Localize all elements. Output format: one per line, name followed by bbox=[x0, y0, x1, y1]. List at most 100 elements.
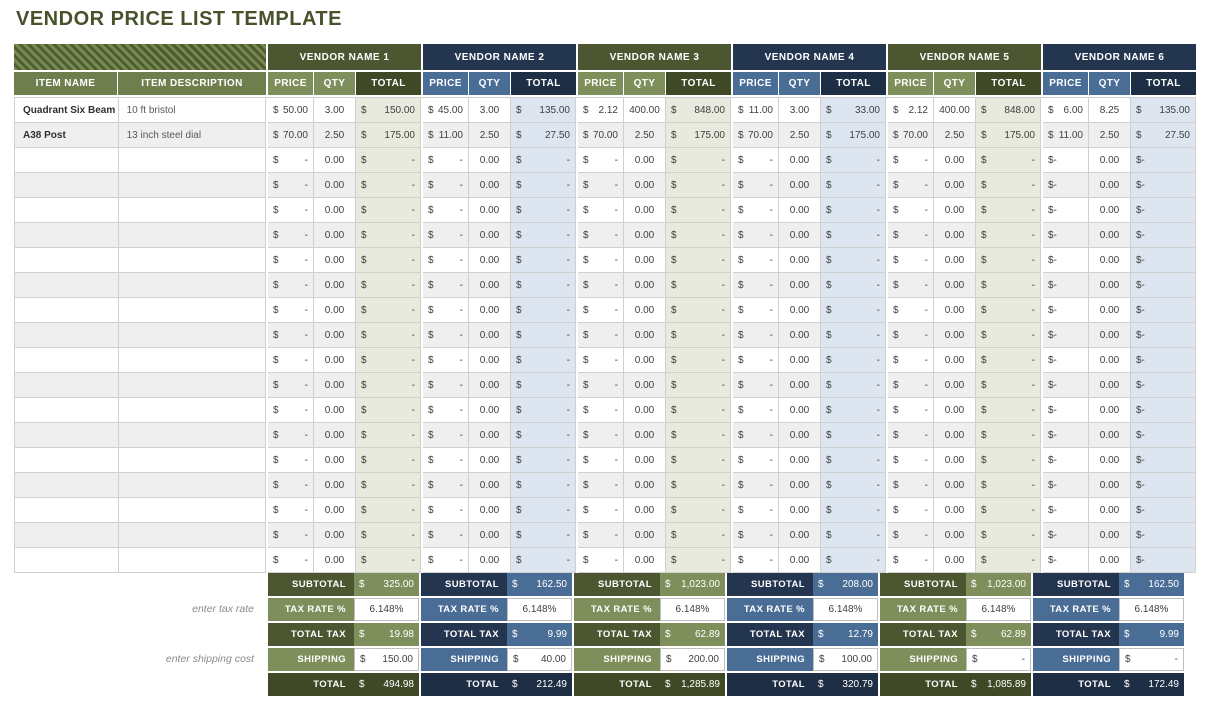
qty-cell[interactable]: 2.50 bbox=[469, 123, 511, 148]
item-description-cell[interactable]: 13 inch steel dial bbox=[118, 123, 266, 148]
total-cell[interactable]: $27.50 bbox=[1131, 123, 1196, 148]
qty-cell[interactable]: 2.50 bbox=[314, 123, 356, 148]
qty-cell[interactable]: 0.00 bbox=[779, 298, 821, 323]
price-cell[interactable]: $50.00 bbox=[268, 98, 314, 123]
item-description-cell[interactable] bbox=[118, 398, 266, 423]
tax-rate-value[interactable]: 6.148% bbox=[1119, 598, 1184, 621]
price-cell[interactable]: $- bbox=[268, 323, 314, 348]
price-cell[interactable]: $- bbox=[423, 298, 469, 323]
price-cell[interactable]: $11.00 bbox=[423, 123, 469, 148]
total-cell[interactable]: $- bbox=[356, 398, 421, 423]
item-name-cell[interactable] bbox=[15, 323, 119, 348]
qty-cell[interactable]: 0.00 bbox=[624, 148, 666, 173]
qty-cell[interactable]: 0.00 bbox=[934, 498, 976, 523]
qty-cell[interactable]: 0.00 bbox=[469, 473, 511, 498]
price-cell[interactable]: $- bbox=[268, 373, 314, 398]
total-cell[interactable]: $- bbox=[511, 398, 576, 423]
qty-cell[interactable]: 0.00 bbox=[934, 448, 976, 473]
price-cell[interactable]: $- bbox=[888, 248, 934, 273]
qty-cell[interactable]: 0.00 bbox=[1089, 523, 1131, 548]
qty-cell[interactable]: 0.00 bbox=[469, 298, 511, 323]
price-cell[interactable]: $- bbox=[423, 273, 469, 298]
price-cell[interactable]: $- bbox=[1043, 198, 1089, 223]
total-cell[interactable]: $- bbox=[1131, 198, 1196, 223]
total-cell[interactable]: $- bbox=[1131, 548, 1196, 573]
total-cell[interactable]: $- bbox=[976, 323, 1041, 348]
price-cell[interactable]: $- bbox=[1043, 298, 1089, 323]
qty-cell[interactable]: 0.00 bbox=[1089, 448, 1131, 473]
subtotal-value[interactable]: $162.50 bbox=[1119, 573, 1184, 596]
total-cell[interactable]: $- bbox=[666, 223, 731, 248]
subtotal-value[interactable]: $325.00 bbox=[354, 573, 419, 596]
price-cell[interactable]: $- bbox=[733, 273, 779, 298]
item-description-cell[interactable] bbox=[118, 473, 266, 498]
qty-cell[interactable]: 0.00 bbox=[1089, 423, 1131, 448]
price-cell[interactable]: $2.12 bbox=[578, 98, 624, 123]
qty-cell[interactable]: 0.00 bbox=[624, 498, 666, 523]
total-cell[interactable]: $- bbox=[666, 173, 731, 198]
price-cell[interactable]: $- bbox=[578, 398, 624, 423]
total-cell[interactable]: $135.00 bbox=[1131, 98, 1196, 123]
total-cell[interactable]: $- bbox=[1131, 323, 1196, 348]
price-cell[interactable]: $- bbox=[423, 323, 469, 348]
price-cell[interactable]: $45.00 bbox=[423, 98, 469, 123]
qty-cell[interactable]: 0.00 bbox=[624, 548, 666, 573]
qty-cell[interactable]: 0.00 bbox=[314, 348, 356, 373]
price-cell[interactable]: $- bbox=[733, 398, 779, 423]
price-cell[interactable]: $- bbox=[888, 173, 934, 198]
price-cell[interactable]: $- bbox=[1043, 498, 1089, 523]
price-cell[interactable]: $2.12 bbox=[888, 98, 934, 123]
total-cell[interactable]: $- bbox=[821, 448, 886, 473]
total-cell[interactable]: $- bbox=[356, 223, 421, 248]
total-cell[interactable]: $- bbox=[356, 348, 421, 373]
total-cell[interactable]: $- bbox=[356, 323, 421, 348]
price-cell[interactable]: $- bbox=[268, 273, 314, 298]
qty-cell[interactable]: 0.00 bbox=[624, 273, 666, 298]
qty-cell[interactable]: 400.00 bbox=[934, 98, 976, 123]
price-cell[interactable]: $- bbox=[423, 498, 469, 523]
total-cell[interactable]: $- bbox=[511, 548, 576, 573]
price-cell[interactable]: $- bbox=[423, 173, 469, 198]
price-cell[interactable]: $- bbox=[733, 298, 779, 323]
item-description-cell[interactable] bbox=[118, 273, 266, 298]
price-cell[interactable]: $70.00 bbox=[578, 123, 624, 148]
qty-cell[interactable]: 0.00 bbox=[624, 298, 666, 323]
price-cell[interactable]: $- bbox=[888, 473, 934, 498]
total-tax-value[interactable]: $9.99 bbox=[1119, 623, 1184, 646]
shipping-value[interactable]: $ - bbox=[966, 648, 1031, 671]
qty-cell[interactable]: 0.00 bbox=[314, 473, 356, 498]
total-cell[interactable]: $- bbox=[821, 523, 886, 548]
price-cell[interactable]: $- bbox=[578, 148, 624, 173]
price-cell[interactable]: $- bbox=[733, 173, 779, 198]
price-cell[interactable]: $- bbox=[578, 473, 624, 498]
total-cell[interactable]: $- bbox=[511, 298, 576, 323]
total-cell[interactable]: $- bbox=[666, 298, 731, 323]
price-cell[interactable]: $- bbox=[423, 448, 469, 473]
subtotal-value[interactable]: $1,023.00 bbox=[660, 573, 725, 596]
total-cell[interactable]: $- bbox=[511, 248, 576, 273]
total-cell[interactable]: $- bbox=[511, 423, 576, 448]
qty-cell[interactable]: 0.00 bbox=[469, 148, 511, 173]
price-cell[interactable]: $- bbox=[888, 523, 934, 548]
item-description-cell[interactable] bbox=[118, 373, 266, 398]
price-cell[interactable]: $- bbox=[1043, 423, 1089, 448]
total-tax-value[interactable]: $19.98 bbox=[354, 623, 419, 646]
shipping-value[interactable]: $100.00 bbox=[813, 648, 878, 671]
qty-cell[interactable]: 0.00 bbox=[469, 498, 511, 523]
total-cell[interactable]: $- bbox=[976, 473, 1041, 498]
total-cell[interactable]: $175.00 bbox=[666, 123, 731, 148]
total-cell[interactable]: $- bbox=[821, 273, 886, 298]
qty-cell[interactable]: 0.00 bbox=[314, 173, 356, 198]
qty-cell[interactable]: 0.00 bbox=[314, 423, 356, 448]
price-cell[interactable]: $- bbox=[888, 423, 934, 448]
price-cell[interactable]: $- bbox=[1043, 223, 1089, 248]
total-cell[interactable]: $- bbox=[976, 248, 1041, 273]
qty-cell[interactable]: 0.00 bbox=[624, 423, 666, 448]
price-cell[interactable]: $- bbox=[733, 373, 779, 398]
total-cell[interactable]: $- bbox=[821, 173, 886, 198]
total-cell[interactable]: $- bbox=[666, 323, 731, 348]
total-cell[interactable]: $- bbox=[1131, 373, 1196, 398]
total-cell[interactable]: $- bbox=[511, 373, 576, 398]
price-cell[interactable]: $- bbox=[268, 348, 314, 373]
price-cell[interactable]: $70.00 bbox=[733, 123, 779, 148]
